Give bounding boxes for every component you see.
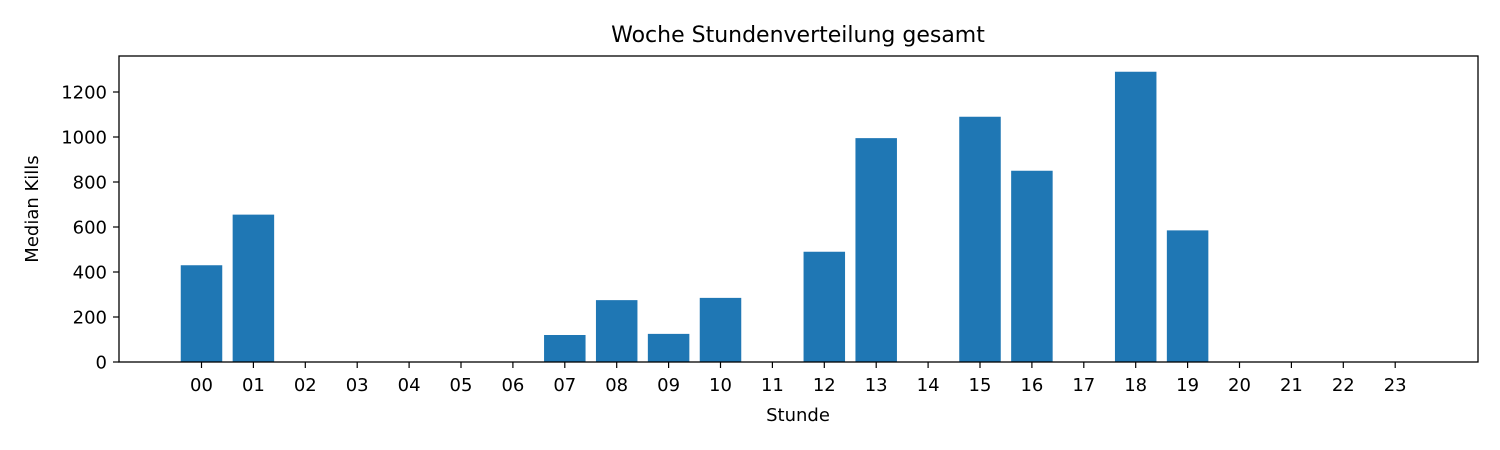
x-tick-label: 18 — [1124, 375, 1147, 396]
x-tick-label: 04 — [398, 375, 421, 396]
y-axis-ticks: 0 200 400 600 800 1000 1200 — [61, 83, 119, 374]
x-tick-label: 11 — [761, 375, 784, 396]
bars-group — [180, 71, 1209, 363]
x-axis-ticks: 00 01 02 03 04 05 06 07 08 09 10 11 12 13 14 15 16 17 18 19… — [190, 362, 1407, 396]
x-tick-label: 12 — [813, 375, 836, 396]
y-tick-label: 1200 — [61, 83, 107, 104]
x-tick-label: 09 — [657, 375, 680, 396]
chart-title: Woche Stundenverteilung gesamt — [611, 23, 985, 48]
x-tick-label: 21 — [1280, 375, 1303, 396]
bar-12 — [803, 251, 846, 362]
x-tick-label: 00 — [190, 375, 213, 396]
x-tick-label: 10 — [709, 375, 732, 396]
bar-19 — [1166, 230, 1209, 363]
y-tick-label: 1000 — [61, 128, 107, 149]
x-tick-label: 22 — [1332, 375, 1355, 396]
x-tick-label: 08 — [605, 375, 628, 396]
x-tick-label: 19 — [1176, 375, 1199, 396]
x-tick-label: 07 — [553, 375, 576, 396]
bar-16 — [1011, 170, 1053, 362]
bar-18 — [1114, 71, 1157, 362]
x-tick-label: 20 — [1228, 375, 1251, 396]
x-tick-label: 06 — [501, 375, 524, 396]
x-tick-label: 16 — [1020, 375, 1043, 396]
y-tick-label: 600 — [73, 218, 107, 239]
bar-00 — [180, 265, 223, 362]
x-tick-label: 14 — [917, 375, 940, 396]
y-tick-label: 800 — [73, 173, 107, 194]
x-tick-label: 02 — [294, 375, 317, 396]
plot-frame — [118, 55, 1479, 363]
x-tick-label: 23 — [1384, 375, 1407, 396]
x-tick-label: 13 — [865, 375, 888, 396]
x-tick-label: 17 — [1072, 375, 1095, 396]
bar-01 — [232, 214, 275, 363]
x-tick-label: 15 — [969, 375, 992, 396]
y-axis-label: Median Kills — [22, 155, 43, 262]
bar-07 — [544, 335, 586, 362]
y-tick-label: 0 — [96, 353, 107, 374]
bar-13 — [855, 138, 897, 363]
x-tick-label: 05 — [450, 375, 473, 396]
y-tick-label: 400 — [73, 263, 107, 284]
bar-09 — [647, 333, 690, 363]
x-tick-label: 03 — [346, 375, 369, 396]
bar-10 — [699, 297, 742, 363]
bar-08 — [595, 300, 638, 363]
x-axis-label: Stunde — [766, 405, 830, 426]
x-tick-label: 01 — [242, 375, 265, 396]
y-tick-label: 200 — [73, 308, 107, 329]
bar-15 — [959, 116, 1001, 362]
